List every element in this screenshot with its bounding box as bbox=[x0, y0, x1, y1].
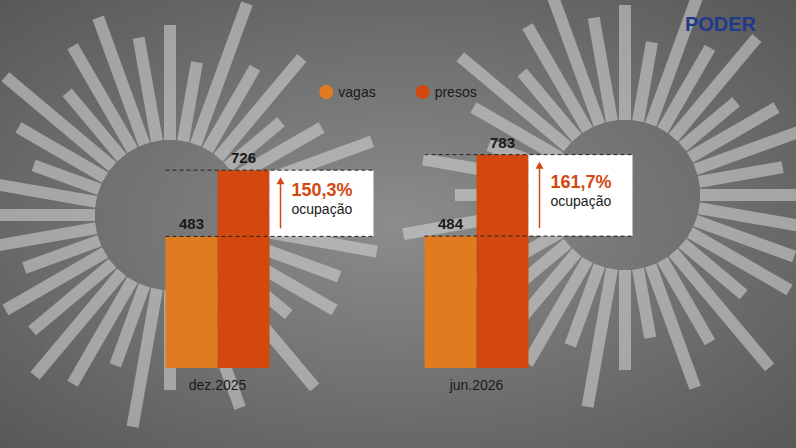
svg-text:726: 726 bbox=[231, 149, 256, 166]
svg-text:484: 484 bbox=[438, 215, 464, 232]
svg-text:783: 783 bbox=[490, 134, 515, 151]
svg-text:jun.2026: jun.2026 bbox=[449, 377, 504, 393]
svg-text:483: 483 bbox=[179, 215, 204, 232]
svg-text:ocupação: ocupação bbox=[292, 201, 353, 217]
svg-text:161,7%: 161,7% bbox=[551, 172, 612, 192]
svg-text:PODER: PODER bbox=[685, 13, 757, 35]
svg-text:ocupação: ocupação bbox=[551, 193, 612, 209]
svg-text:dez.2025: dez.2025 bbox=[189, 377, 247, 393]
svg-text:150,3%: 150,3% bbox=[292, 180, 353, 200]
svg-text:vagas: vagas bbox=[338, 84, 375, 100]
svg-text:presos: presos bbox=[435, 84, 477, 100]
